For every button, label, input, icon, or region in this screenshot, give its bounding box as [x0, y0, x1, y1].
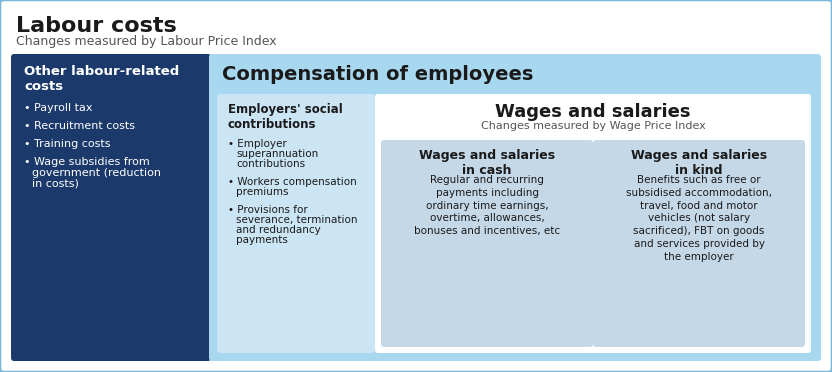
Text: government (reduction: government (reduction	[32, 168, 161, 178]
Text: contributions: contributions	[236, 159, 305, 169]
FancyBboxPatch shape	[217, 94, 375, 353]
Text: Other labour-related
costs: Other labour-related costs	[24, 65, 179, 93]
FancyBboxPatch shape	[11, 54, 211, 361]
Text: Compensation of employees: Compensation of employees	[222, 65, 533, 84]
Text: Changes measured by Labour Price Index: Changes measured by Labour Price Index	[16, 35, 276, 48]
Text: Benefits such as free or
subsidised accommodation,
travel, food and motor
vehicl: Benefits such as free or subsidised acco…	[626, 175, 772, 262]
Text: Wages and salaries
in cash: Wages and salaries in cash	[419, 149, 555, 177]
Text: Changes measured by Wage Price Index: Changes measured by Wage Price Index	[481, 121, 706, 131]
FancyBboxPatch shape	[209, 54, 821, 361]
Text: • Payroll tax: • Payroll tax	[24, 103, 92, 113]
Text: payments: payments	[236, 235, 288, 245]
Text: • Training costs: • Training costs	[24, 139, 111, 149]
FancyBboxPatch shape	[381, 140, 593, 347]
Text: • Provisions for: • Provisions for	[228, 205, 308, 215]
Text: • Employer: • Employer	[228, 139, 287, 149]
Text: Employers' social
contributions: Employers' social contributions	[228, 103, 343, 131]
FancyBboxPatch shape	[375, 94, 811, 353]
Text: in costs): in costs)	[32, 179, 79, 189]
Text: superannuation: superannuation	[236, 149, 319, 159]
Text: premiums: premiums	[236, 187, 289, 197]
Text: • Recruitment costs: • Recruitment costs	[24, 121, 135, 131]
Text: Labour costs: Labour costs	[16, 16, 176, 36]
FancyBboxPatch shape	[593, 140, 805, 347]
Text: • Wage subsidies from: • Wage subsidies from	[24, 157, 150, 167]
Text: • Workers compensation: • Workers compensation	[228, 177, 357, 187]
Text: Regular and recurring
payments including
ordinary time earnings,
overtime, allow: Regular and recurring payments including…	[414, 175, 560, 236]
Text: severance, termination: severance, termination	[236, 215, 358, 225]
Text: Wages and salaries: Wages and salaries	[495, 103, 691, 121]
Text: Wages and salaries
in kind: Wages and salaries in kind	[631, 149, 767, 177]
Text: and redundancy: and redundancy	[236, 225, 321, 235]
